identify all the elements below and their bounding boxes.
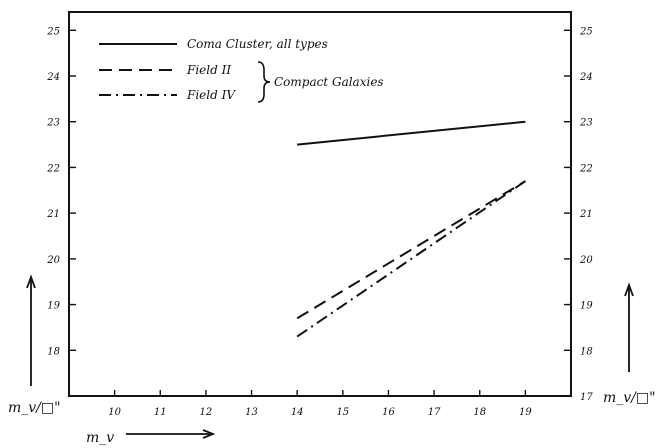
y-ticks-right: 17 18 19 20 21 22 23 24 25 bbox=[564, 26, 593, 403]
y-tick-label-right: 21 bbox=[579, 209, 593, 220]
x-tick-label: 15 bbox=[336, 407, 349, 418]
y-axis-left-title: m_v/□" bbox=[8, 274, 61, 416]
y-tick-label-right: 23 bbox=[579, 118, 593, 129]
x-tick-label: 17 bbox=[428, 407, 441, 418]
y-tick-label-right: 24 bbox=[579, 72, 593, 83]
x-tick-label: 13 bbox=[245, 407, 258, 418]
y-axis-left-label: m_v/□" bbox=[8, 400, 61, 416]
x-tick-label: 19 bbox=[519, 407, 532, 418]
y-tick-label-right: 18 bbox=[580, 346, 593, 357]
legend-label-field-ii: Field II bbox=[186, 63, 231, 77]
x-tick-label: 16 bbox=[382, 407, 395, 418]
x-tick-label: 11 bbox=[154, 407, 167, 418]
y-axis-left-arrow-head bbox=[26, 274, 36, 289]
y-tick-label-left: 21 bbox=[46, 209, 60, 220]
y-tick-label-left: 24 bbox=[46, 72, 60, 83]
series-lines bbox=[296, 120, 526, 338]
y-tick-label-left: 23 bbox=[46, 118, 60, 129]
plot-frame bbox=[68, 11, 572, 397]
y-tick-label-right: 20 bbox=[579, 255, 593, 266]
legend: Coma Cluster, all types Field II Field I… bbox=[99, 37, 384, 103]
y-tick-label-right: 25 bbox=[579, 26, 593, 37]
x-ticks: 10 11 12 13 14 15 16 17 18 19 bbox=[108, 390, 532, 418]
y-tick-label-left: 25 bbox=[46, 26, 60, 37]
x-tick-label: 18 bbox=[473, 407, 486, 418]
series-line-1 bbox=[296, 180, 526, 320]
x-tick-label: 12 bbox=[200, 407, 213, 418]
y-axis-right-arrow-head bbox=[624, 282, 634, 297]
y-tick-label-right: 22 bbox=[579, 163, 593, 174]
y-tick-label-left: 22 bbox=[46, 163, 60, 174]
legend-group-label: Compact Galaxies bbox=[274, 75, 384, 89]
y-axis-right-title: m_v/□" bbox=[603, 282, 656, 406]
x-axis-title: m_v bbox=[86, 429, 216, 446]
x-axis-arrow-head bbox=[202, 429, 216, 439]
x-tick-label: 10 bbox=[108, 407, 121, 418]
y-tick-label-right: 19 bbox=[580, 301, 593, 312]
x-axis-label: m_v bbox=[86, 430, 114, 446]
series-line-0 bbox=[297, 120, 526, 146]
y-axis-right-label: m_v/□" bbox=[603, 390, 656, 406]
y-tick-label-left: 19 bbox=[47, 301, 60, 312]
y-tick-label-left: 20 bbox=[46, 255, 60, 266]
y-ticks-left: 18 19 20 21 22 23 24 25 bbox=[46, 26, 76, 357]
legend-label-field-iv: Field IV bbox=[186, 88, 236, 102]
y-tick-label-left: 18 bbox=[47, 346, 60, 357]
series-line-2 bbox=[296, 180, 526, 338]
legend-label-coma: Coma Cluster, all types bbox=[187, 37, 328, 51]
x-tick-label: 14 bbox=[291, 407, 304, 418]
legend-brace bbox=[257, 61, 271, 103]
y-tick-label-right: 17 bbox=[580, 392, 593, 403]
